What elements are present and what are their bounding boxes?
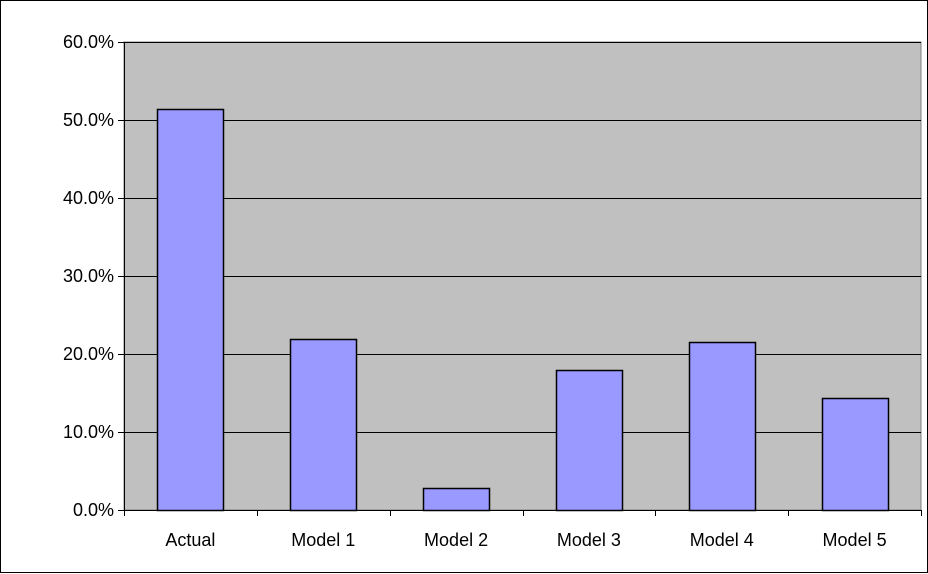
y-tick-label: 0.0%	[73, 500, 114, 520]
bar-model-4	[688, 341, 757, 512]
x-tick-label: Model 4	[690, 530, 754, 550]
x-tick-labels: Actual Model 1 Model 2 Model 3 Model 4 Model …	[165, 530, 886, 550]
gridlines	[124, 42, 921, 433]
y-tick-labels: 0.0% 10.0% 20.0% 30.0% 40.0% 50.0% 60.0%	[63, 32, 114, 520]
bar-actual	[156, 108, 225, 512]
y-tick-label: 60.0%	[63, 32, 114, 52]
bar-model-3	[555, 369, 624, 512]
axes	[118, 42, 922, 516]
y-tick-label: 20.0%	[63, 344, 114, 364]
y-tick-label: 30.0%	[63, 266, 114, 286]
bar-model-5	[821, 397, 890, 512]
y-tick-label: 50.0%	[63, 110, 114, 130]
x-tick-label: Actual	[165, 530, 215, 550]
y-tick-label: 40.0%	[63, 188, 114, 208]
y-tick-label: 10.0%	[63, 422, 114, 442]
bar-model-2	[422, 487, 491, 512]
bar-model-1	[289, 338, 358, 512]
x-tick-label: Model 2	[424, 530, 488, 550]
x-tick-label: Model 1	[291, 530, 355, 550]
x-tick-label: Model 5	[823, 530, 887, 550]
bars	[156, 108, 890, 512]
x-tick-label: Model 3	[557, 530, 621, 550]
